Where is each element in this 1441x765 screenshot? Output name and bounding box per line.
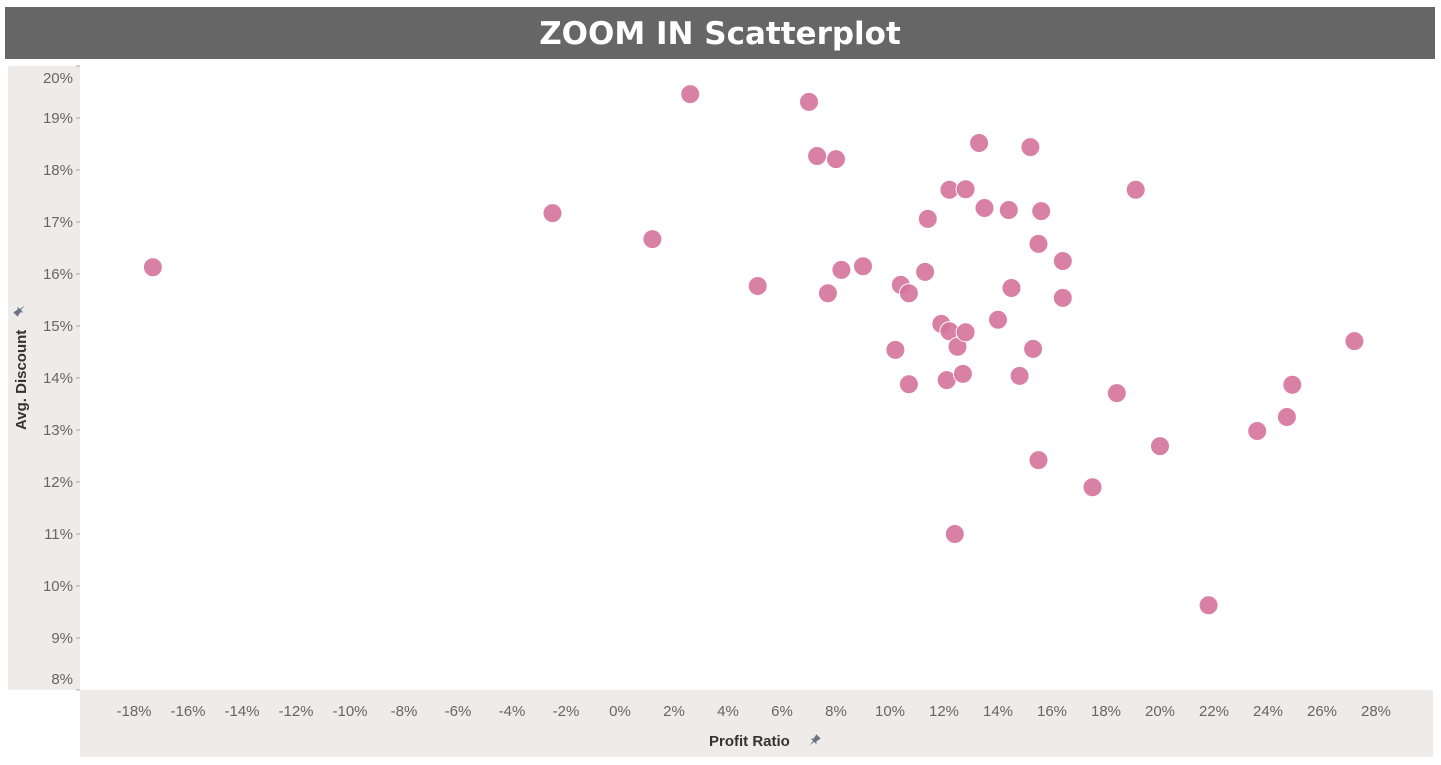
- x-tick-label: -8%: [391, 703, 418, 720]
- scatter-point[interactable]: [1125, 179, 1146, 200]
- y-tick-label: 10%: [43, 578, 73, 595]
- scatter-point[interactable]: [826, 149, 846, 170]
- scatter-point[interactable]: [1082, 477, 1103, 498]
- x-axis-panel: [80, 690, 1433, 757]
- scatter-point[interactable]: [807, 145, 828, 166]
- scatter-point[interactable]: [955, 322, 976, 343]
- scatter-point[interactable]: [1344, 331, 1365, 352]
- x-tick-label: -2%: [553, 703, 580, 720]
- x-tick-label: 4%: [717, 703, 739, 720]
- scatter-point[interactable]: [1009, 365, 1030, 386]
- scatter-point[interactable]: [747, 275, 768, 296]
- scatter-point[interactable]: [915, 261, 936, 282]
- scatter-point[interactable]: [1028, 450, 1049, 471]
- scatter-point[interactable]: [974, 197, 995, 218]
- scatter-point[interactable]: [1276, 407, 1297, 427]
- scatter-point[interactable]: [142, 257, 163, 278]
- scatter-point[interactable]: [853, 256, 873, 277]
- dashboard-title: ZOOM IN Scatterplot: [5, 7, 1435, 59]
- y-tick-label: 20%: [43, 70, 73, 87]
- scatter-point[interactable]: [831, 259, 852, 280]
- y-tick-label: 17%: [43, 214, 73, 231]
- scatter-point[interactable]: [680, 84, 701, 105]
- x-tick-label: -18%: [116, 703, 151, 720]
- scatter-point[interactable]: [898, 374, 919, 395]
- x-tick-label: 28%: [1361, 703, 1391, 720]
- x-tick-label: 6%: [771, 703, 793, 720]
- scatter-point[interactable]: [1106, 383, 1127, 404]
- x-tick-label: 18%: [1091, 703, 1121, 720]
- y-tick-label: 18%: [43, 162, 73, 179]
- x-tick-label: -12%: [278, 703, 313, 720]
- scatter-point[interactable]: [1023, 338, 1044, 359]
- scatter-point[interactable]: [1052, 287, 1073, 308]
- x-axis-pin-icon[interactable]: [807, 734, 822, 749]
- x-tick-label: -4%: [499, 703, 526, 720]
- x-tick-label: -10%: [332, 703, 367, 720]
- x-tick-label: 20%: [1145, 703, 1175, 720]
- scatter-point[interactable]: [1052, 251, 1073, 271]
- y-tick-label: 13%: [43, 422, 73, 439]
- x-axis-title: Profit Ratio: [709, 733, 790, 750]
- scatter-point[interactable]: [1020, 137, 1041, 158]
- scatter-point[interactable]: [1028, 233, 1049, 254]
- y-axis-panel: [8, 66, 80, 690]
- x-tick-label: 22%: [1199, 703, 1229, 720]
- y-tick-label: 11%: [44, 526, 73, 543]
- scatter-point[interactable]: [1031, 201, 1052, 222]
- x-tick-label: 10%: [875, 703, 905, 720]
- y-tick-label: 19%: [43, 110, 73, 127]
- scatter-point[interactable]: [952, 363, 973, 384]
- scatter-point[interactable]: [917, 208, 938, 229]
- x-tick-label: 16%: [1037, 703, 1067, 720]
- scatter-point[interactable]: [944, 524, 965, 544]
- y-tick-label: 12%: [43, 474, 73, 491]
- scatter-point[interactable]: [817, 283, 838, 304]
- scatter-point[interactable]: [799, 91, 819, 112]
- scatter-point[interactable]: [885, 339, 906, 360]
- scatter-point[interactable]: [1247, 421, 1268, 442]
- scatter-point[interactable]: [955, 179, 976, 200]
- x-tick-label: 0%: [609, 703, 631, 720]
- scatter-point[interactable]: [988, 309, 1008, 330]
- scatter-point[interactable]: [1001, 278, 1022, 299]
- scatter-point[interactable]: [542, 203, 563, 224]
- y-axis-pin-icon[interactable]: [13, 303, 28, 318]
- y-tick-label: 14%: [43, 370, 73, 387]
- scatter-point[interactable]: [1198, 595, 1219, 616]
- y-tick-label: 16%: [43, 266, 73, 283]
- x-tick-label: 14%: [983, 703, 1013, 720]
- y-axis-title: Avg. Discount: [13, 330, 30, 430]
- x-tick-label: 24%: [1253, 703, 1283, 720]
- scatter-point[interactable]: [642, 229, 663, 250]
- y-tick-label: 9%: [51, 630, 73, 647]
- y-tick-label: 8%: [51, 671, 73, 688]
- scatter-point[interactable]: [898, 283, 919, 304]
- scatter-point[interactable]: [969, 132, 990, 153]
- scatter-point[interactable]: [998, 200, 1019, 221]
- x-tick-label: 2%: [663, 703, 685, 720]
- x-tick-label: 26%: [1307, 703, 1337, 720]
- x-tick-label: -16%: [170, 703, 205, 720]
- x-tick-label: -14%: [224, 703, 259, 720]
- y-tick-label: 15%: [43, 318, 73, 335]
- scatter-point[interactable]: [1150, 436, 1170, 457]
- x-tick-label: -6%: [445, 703, 472, 720]
- x-tick-label: 12%: [929, 703, 959, 720]
- x-tick-label: 8%: [825, 703, 847, 720]
- scatter-point[interactable]: [1282, 374, 1303, 395]
